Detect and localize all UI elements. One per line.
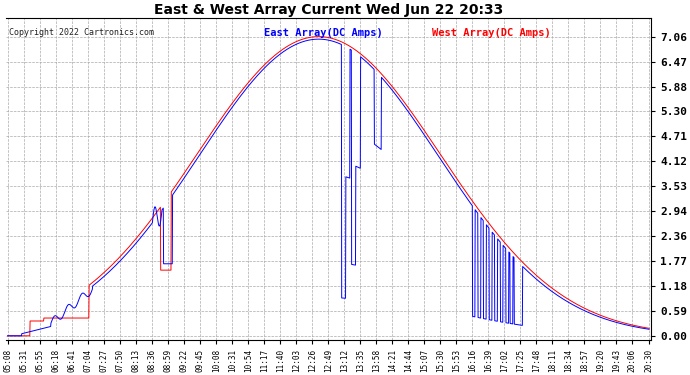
Title: East & West Array Current Wed Jun 22 20:33: East & West Array Current Wed Jun 22 20:… <box>154 3 503 17</box>
Text: East Array(DC Amps): East Array(DC Amps) <box>264 28 382 38</box>
Text: Copyright 2022 Cartronics.com: Copyright 2022 Cartronics.com <box>9 28 154 37</box>
Text: West Array(DC Amps): West Array(DC Amps) <box>432 28 551 38</box>
